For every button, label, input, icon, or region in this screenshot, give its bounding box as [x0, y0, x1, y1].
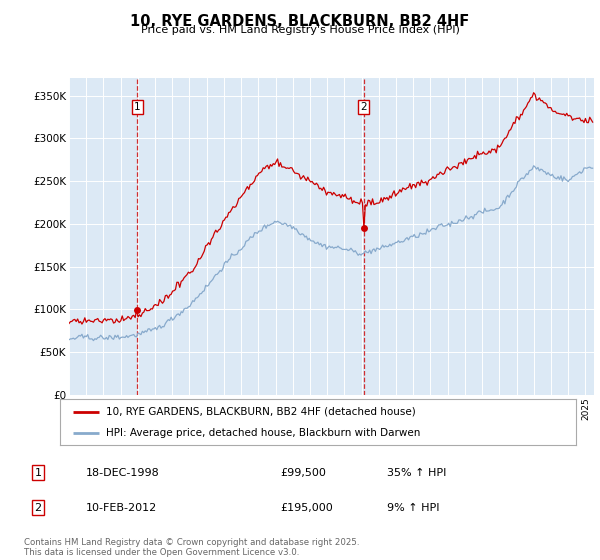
Text: £99,500: £99,500	[281, 468, 326, 478]
Text: 10, RYE GARDENS, BLACKBURN, BB2 4HF: 10, RYE GARDENS, BLACKBURN, BB2 4HF	[130, 14, 470, 29]
Text: 10-FEB-2012: 10-FEB-2012	[85, 503, 157, 513]
Text: 18-DEC-1998: 18-DEC-1998	[85, 468, 159, 478]
Text: 35% ↑ HPI: 35% ↑ HPI	[387, 468, 446, 478]
Text: 1: 1	[134, 102, 140, 112]
Text: 2: 2	[34, 503, 41, 513]
Text: 10, RYE GARDENS, BLACKBURN, BB2 4HF (detached house): 10, RYE GARDENS, BLACKBURN, BB2 4HF (det…	[106, 407, 416, 417]
Text: Contains HM Land Registry data © Crown copyright and database right 2025.
This d: Contains HM Land Registry data © Crown c…	[24, 538, 359, 557]
Text: 1: 1	[34, 468, 41, 478]
Text: Price paid vs. HM Land Registry's House Price Index (HPI): Price paid vs. HM Land Registry's House …	[140, 25, 460, 35]
Text: £195,000: £195,000	[281, 503, 334, 513]
Text: 9% ↑ HPI: 9% ↑ HPI	[387, 503, 439, 513]
Text: HPI: Average price, detached house, Blackburn with Darwen: HPI: Average price, detached house, Blac…	[106, 428, 421, 438]
Text: 2: 2	[361, 102, 367, 112]
